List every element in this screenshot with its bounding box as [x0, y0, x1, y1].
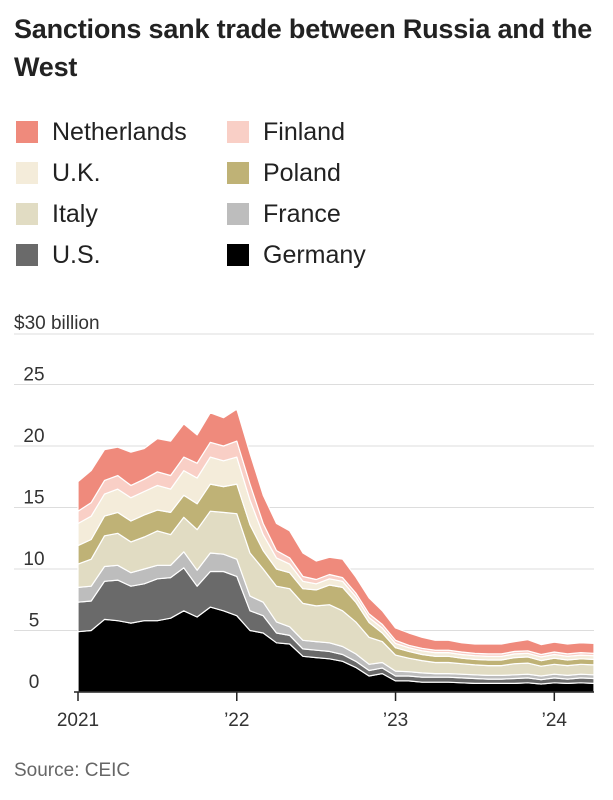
- legend-item-poland: Poland: [227, 155, 341, 191]
- x-tick-label: ’23: [383, 710, 408, 731]
- stacked-area-chart: $30 billion 0 5 10 15 20 25 2021 ’22 ’23 ’24: [14, 313, 595, 731]
- y-tick-label: 10: [23, 549, 44, 570]
- legend-item-italy: Italy: [16, 196, 98, 232]
- legend-swatch-finland: [227, 121, 249, 143]
- y-axis-top-label: $30 billion: [14, 313, 100, 334]
- legend-swatch-italy: [16, 203, 38, 225]
- legend-label-poland: Poland: [263, 159, 341, 187]
- legend-swatch-germany: [227, 244, 249, 266]
- legend-item-germany: Germany: [227, 237, 366, 273]
- legend-label-us: U.S.: [52, 241, 101, 269]
- y-tick-label: 25: [23, 365, 44, 386]
- legend-swatch-netherlands: [16, 121, 38, 143]
- legend-label-italy: Italy: [52, 200, 98, 228]
- legend-item-finland: Finland: [227, 114, 345, 150]
- legend-item-us: U.S.: [16, 237, 101, 273]
- y-tick-label: 20: [23, 426, 44, 447]
- legend-swatch-uk: [16, 162, 38, 184]
- legend-item-netherlands: Netherlands: [16, 114, 187, 150]
- y-tick-label: 15: [23, 488, 44, 509]
- legend-label-germany: Germany: [263, 241, 366, 269]
- legend-swatch-poland: [227, 162, 249, 184]
- legend-label-netherlands: Netherlands: [52, 118, 187, 146]
- legend-item-france: France: [227, 196, 341, 232]
- y-tick-label: 0: [29, 672, 40, 693]
- x-tick-label: ’22: [224, 710, 249, 731]
- y-tick-label: 5: [29, 611, 40, 632]
- area-series-netherlands: [77, 408, 595, 656]
- legend-swatch-us: [16, 244, 38, 266]
- legend-swatch-france: [227, 203, 249, 225]
- legend-label-france: France: [263, 200, 341, 228]
- x-tick-label: 2021: [57, 710, 99, 731]
- legend-label-finland: Finland: [263, 118, 345, 146]
- legend-label-uk: U.K.: [52, 159, 101, 187]
- x-tick-label: ’24: [542, 710, 568, 731]
- legend-item-uk: U.K.: [16, 155, 101, 191]
- source-note: Source: CEIC: [14, 760, 131, 781]
- chart-title: Sanctions sank trade between Russia and …: [14, 14, 593, 82]
